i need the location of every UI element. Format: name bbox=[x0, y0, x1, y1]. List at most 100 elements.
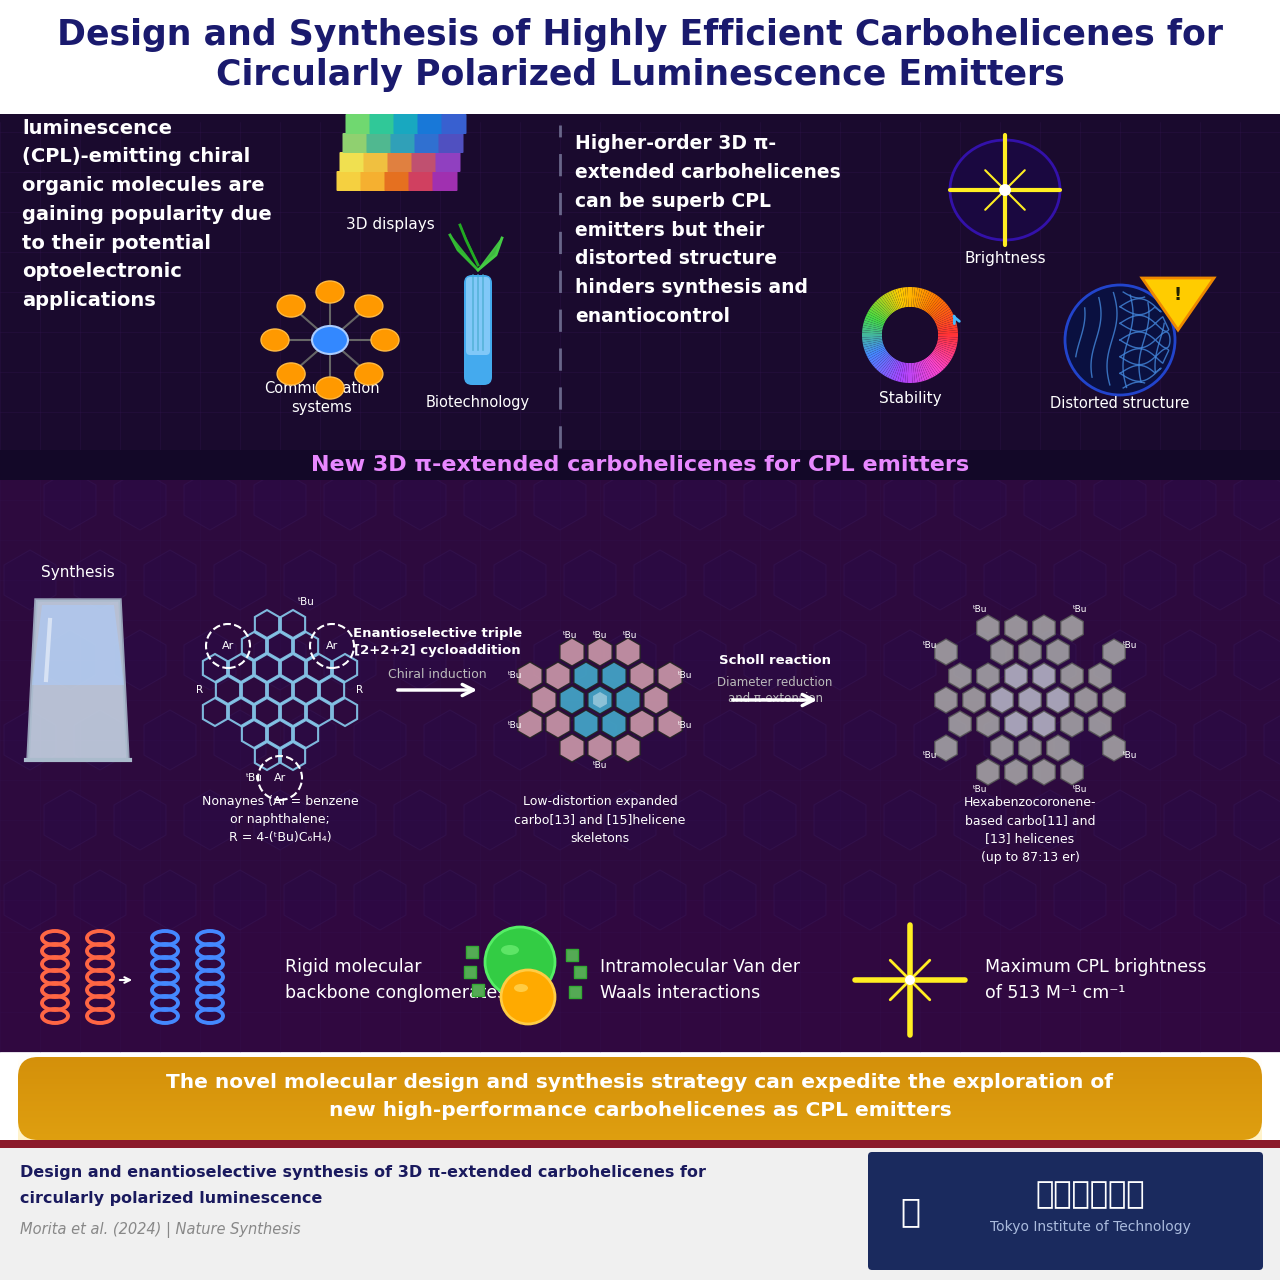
Polygon shape bbox=[914, 710, 966, 771]
Polygon shape bbox=[1061, 759, 1083, 785]
Polygon shape bbox=[814, 630, 867, 690]
Text: R: R bbox=[196, 685, 204, 695]
Polygon shape bbox=[704, 550, 756, 611]
Text: Ar: Ar bbox=[221, 641, 234, 652]
Polygon shape bbox=[1053, 870, 1106, 931]
Polygon shape bbox=[934, 639, 957, 666]
Ellipse shape bbox=[1065, 285, 1175, 396]
Polygon shape bbox=[872, 305, 888, 319]
Text: ᵗBu: ᵗBu bbox=[677, 721, 692, 730]
Polygon shape bbox=[865, 315, 884, 325]
Polygon shape bbox=[559, 686, 584, 714]
Polygon shape bbox=[919, 289, 927, 308]
Polygon shape bbox=[933, 308, 951, 321]
Bar bbox=[0, 451, 1280, 480]
Polygon shape bbox=[675, 470, 726, 530]
Polygon shape bbox=[1124, 870, 1176, 931]
Polygon shape bbox=[394, 470, 445, 530]
Text: ᵗBu: ᵗBu bbox=[297, 596, 315, 607]
Polygon shape bbox=[214, 710, 266, 771]
Polygon shape bbox=[911, 287, 915, 307]
Polygon shape bbox=[477, 238, 502, 270]
Text: ᵗBu: ᵗBu bbox=[508, 671, 522, 680]
Polygon shape bbox=[534, 790, 586, 850]
Polygon shape bbox=[878, 356, 892, 372]
Polygon shape bbox=[936, 343, 956, 352]
Polygon shape bbox=[616, 733, 640, 762]
Text: Biotechnology: Biotechnology bbox=[426, 394, 530, 410]
Ellipse shape bbox=[261, 329, 289, 351]
Polygon shape bbox=[573, 710, 598, 739]
Text: Circularly Polarized Luminescence Emitters: Circularly Polarized Luminescence Emitte… bbox=[215, 58, 1065, 92]
Polygon shape bbox=[616, 637, 640, 666]
Polygon shape bbox=[929, 353, 946, 369]
Polygon shape bbox=[869, 351, 887, 364]
Polygon shape bbox=[888, 291, 899, 310]
Polygon shape bbox=[937, 325, 957, 330]
Polygon shape bbox=[74, 870, 125, 931]
Circle shape bbox=[998, 184, 1011, 196]
Polygon shape bbox=[616, 686, 640, 714]
Polygon shape bbox=[424, 550, 476, 611]
Polygon shape bbox=[588, 637, 612, 666]
Polygon shape bbox=[74, 550, 125, 611]
Polygon shape bbox=[1094, 470, 1146, 530]
Polygon shape bbox=[184, 630, 236, 690]
Polygon shape bbox=[534, 630, 586, 690]
Polygon shape bbox=[518, 710, 543, 739]
Polygon shape bbox=[873, 303, 890, 317]
Polygon shape bbox=[1061, 663, 1083, 689]
Polygon shape bbox=[908, 287, 910, 307]
Polygon shape bbox=[927, 296, 941, 314]
Polygon shape bbox=[355, 710, 406, 771]
Bar bbox=[570, 986, 581, 998]
Polygon shape bbox=[744, 630, 796, 690]
Polygon shape bbox=[1024, 470, 1076, 530]
Polygon shape bbox=[868, 308, 887, 321]
Bar bbox=[0, 0, 1280, 115]
Polygon shape bbox=[604, 630, 655, 690]
Polygon shape bbox=[914, 362, 920, 383]
Polygon shape bbox=[868, 348, 886, 358]
Text: circularly polarized luminescence: circularly polarized luminescence bbox=[20, 1190, 323, 1206]
Text: Intramolecular Van der
Waals interactions: Intramolecular Van der Waals interaction… bbox=[600, 959, 800, 1001]
FancyBboxPatch shape bbox=[393, 114, 419, 134]
Text: 東京工業大学: 東京工業大学 bbox=[1036, 1180, 1144, 1210]
Text: ᵗBu: ᵗBu bbox=[593, 631, 607, 640]
Text: Low-distortion expanded
carbo[13] and [15]helicene
skeletons: Low-distortion expanded carbo[13] and [1… bbox=[515, 795, 686, 845]
Polygon shape bbox=[1033, 614, 1055, 641]
Polygon shape bbox=[32, 605, 124, 685]
Polygon shape bbox=[938, 333, 957, 335]
Bar bbox=[573, 966, 586, 978]
Polygon shape bbox=[284, 550, 335, 611]
Bar bbox=[472, 984, 484, 996]
Ellipse shape bbox=[316, 378, 344, 399]
Polygon shape bbox=[844, 870, 896, 931]
Polygon shape bbox=[936, 317, 956, 326]
Text: Morita et al. (2024) | Nature Synthesis: Morita et al. (2024) | Nature Synthesis bbox=[20, 1222, 301, 1238]
Text: ᵗBu: ᵗBu bbox=[593, 760, 607, 769]
Polygon shape bbox=[1053, 550, 1106, 611]
Bar bbox=[0, 1140, 1280, 1148]
Polygon shape bbox=[634, 870, 686, 931]
Polygon shape bbox=[1103, 639, 1125, 666]
Polygon shape bbox=[922, 291, 932, 310]
Polygon shape bbox=[884, 358, 896, 376]
FancyBboxPatch shape bbox=[384, 172, 410, 191]
Polygon shape bbox=[518, 662, 543, 690]
Text: ᵗBu: ᵗBu bbox=[973, 605, 987, 614]
Polygon shape bbox=[954, 790, 1006, 850]
Polygon shape bbox=[933, 351, 950, 364]
Polygon shape bbox=[214, 550, 266, 611]
Text: Higher-order 3D π-
extended carbohelicenes
can be superb CPL
emitters but their
: Higher-order 3D π- extended carbohelicen… bbox=[575, 134, 841, 325]
Polygon shape bbox=[863, 338, 882, 343]
Polygon shape bbox=[602, 710, 626, 739]
Polygon shape bbox=[114, 470, 166, 530]
Polygon shape bbox=[1234, 470, 1280, 530]
Polygon shape bbox=[948, 710, 972, 737]
Text: ᵗBu: ᵗBu bbox=[1123, 750, 1137, 759]
Polygon shape bbox=[905, 287, 909, 307]
Polygon shape bbox=[923, 292, 934, 311]
Polygon shape bbox=[891, 291, 900, 310]
Text: ᵗBu: ᵗBu bbox=[923, 640, 937, 649]
